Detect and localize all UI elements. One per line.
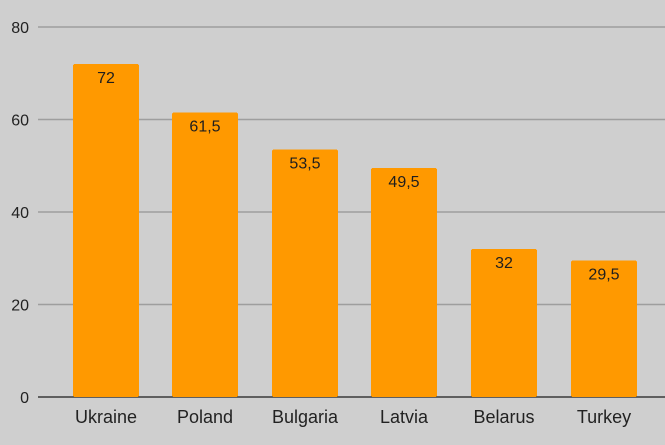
bar-bulgaria bbox=[272, 149, 338, 397]
data-label: 72 bbox=[97, 70, 115, 87]
x-axis: Ukraine Poland Bulgaria Latvia Belarus Turkey bbox=[75, 407, 631, 427]
data-label: 32 bbox=[495, 255, 513, 272]
data-label: 61,5 bbox=[189, 119, 220, 136]
data-label: 49,5 bbox=[388, 174, 419, 191]
data-label: 29,5 bbox=[588, 267, 619, 284]
gridlines bbox=[38, 26, 665, 398]
bar-latvia bbox=[371, 168, 437, 397]
bar-ukraine bbox=[73, 64, 139, 397]
x-tick-label: Ukraine bbox=[75, 407, 137, 427]
x-tick-label: Turkey bbox=[577, 407, 631, 427]
x-tick-label: Bulgaria bbox=[272, 407, 339, 427]
x-tick-label: Latvia bbox=[380, 407, 429, 427]
bar-turkey bbox=[571, 260, 637, 397]
y-tick-label: 20 bbox=[11, 298, 29, 315]
data-labels: 72 61,5 53,5 49,5 32 29,5 bbox=[97, 70, 620, 284]
y-tick-label: 80 bbox=[11, 20, 29, 37]
y-tick-label: 60 bbox=[11, 113, 29, 130]
y-tick-label: 40 bbox=[11, 205, 29, 222]
bar-belarus bbox=[471, 249, 537, 397]
x-tick-label: Belarus bbox=[473, 407, 534, 427]
x-tick-label: Poland bbox=[177, 407, 233, 427]
bars bbox=[73, 64, 637, 397]
y-tick-label: 0 bbox=[20, 390, 29, 407]
y-axis: 0 20 40 60 80 bbox=[11, 20, 29, 407]
data-label: 53,5 bbox=[289, 156, 320, 173]
bar-poland bbox=[172, 112, 238, 397]
